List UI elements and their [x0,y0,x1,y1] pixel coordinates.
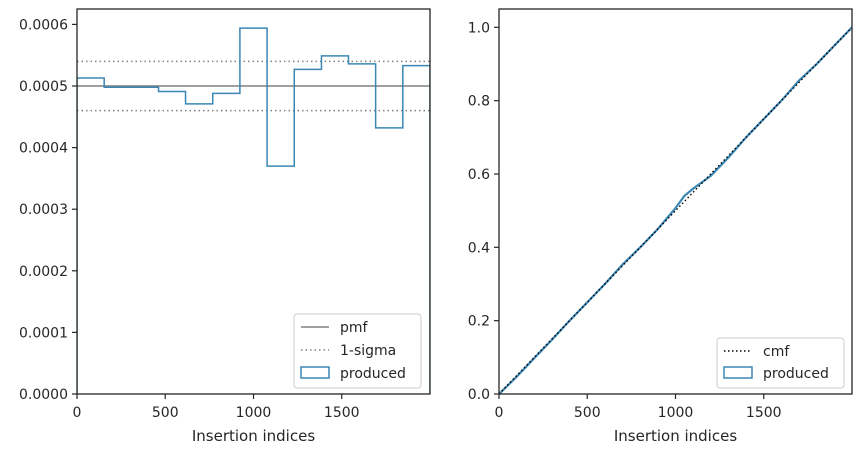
legend-box [293,313,422,389]
y-tick-label: 0.2 [468,314,490,330]
x-tick-label: 500 [152,405,179,421]
y-tick-label: 0.0000 [19,387,68,403]
pmf-histogram-chart: 0 500 1000 1500 0.0000 0.0001 0.0002 0.0003 0.00… [19,8,431,445]
cmf-line-chart: 0 500 1000 1500 0.0 0.2 0.4 0.6 0.8 1.0 Insertion … [468,8,853,445]
plot-area [499,26,852,394]
plot-frame [498,8,853,395]
x-axis-label: Insertion indices [192,427,315,445]
x-tick-label: 1000 [658,405,694,421]
y-tick-label: 0.0005 [19,79,68,95]
histogram-bin [131,87,158,394]
x-tick-label: 1500 [324,405,360,421]
legend-label: produced [340,366,406,382]
y-tick-label: 0.0004 [19,141,68,157]
x-axis-label: Insertion indices [614,427,737,445]
histogram-bin [186,104,213,394]
y-tick-label: 0.8 [468,94,490,110]
histogram-bin [104,87,131,394]
y-tick-label: 0.6 [468,167,490,183]
y-tick-label: 0.0006 [19,17,68,33]
legend: pmf 1-sigma produced [293,313,422,389]
x-tick-label: 0 [73,405,82,421]
x-tick-label: 1500 [746,405,782,421]
histogram-bin [240,28,267,394]
legend-produced-swatch [723,366,753,379]
legend-label: 1-sigma [340,343,396,359]
plot-frame [76,8,431,395]
legend-label: cmf [763,344,790,360]
y-tick-label: 0.0003 [19,202,68,218]
y-tick-label: 0.0001 [19,325,68,341]
y-tick-label: 0.0002 [19,264,68,280]
histogram-bin [213,93,240,394]
produced-histogram [77,27,430,394]
x-tick-label: 500 [574,405,601,421]
histogram-bin [267,166,294,394]
legend: cmf produced [716,337,845,389]
x-tick-label: 0 [495,405,504,421]
legend-label: pmf [340,320,369,336]
y-tick-label: 0.4 [468,240,490,256]
cmf-line [499,26,852,394]
plot-area [77,27,430,394]
y-tick-label: 1.0 [468,20,490,36]
x-tick-label: 1000 [236,405,272,421]
legend-label: produced [763,366,829,382]
legend-produced-swatch [300,366,330,379]
y-tick-label: 0.0 [468,387,490,403]
histogram-bin [159,92,186,394]
histogram-bin [77,78,104,394]
